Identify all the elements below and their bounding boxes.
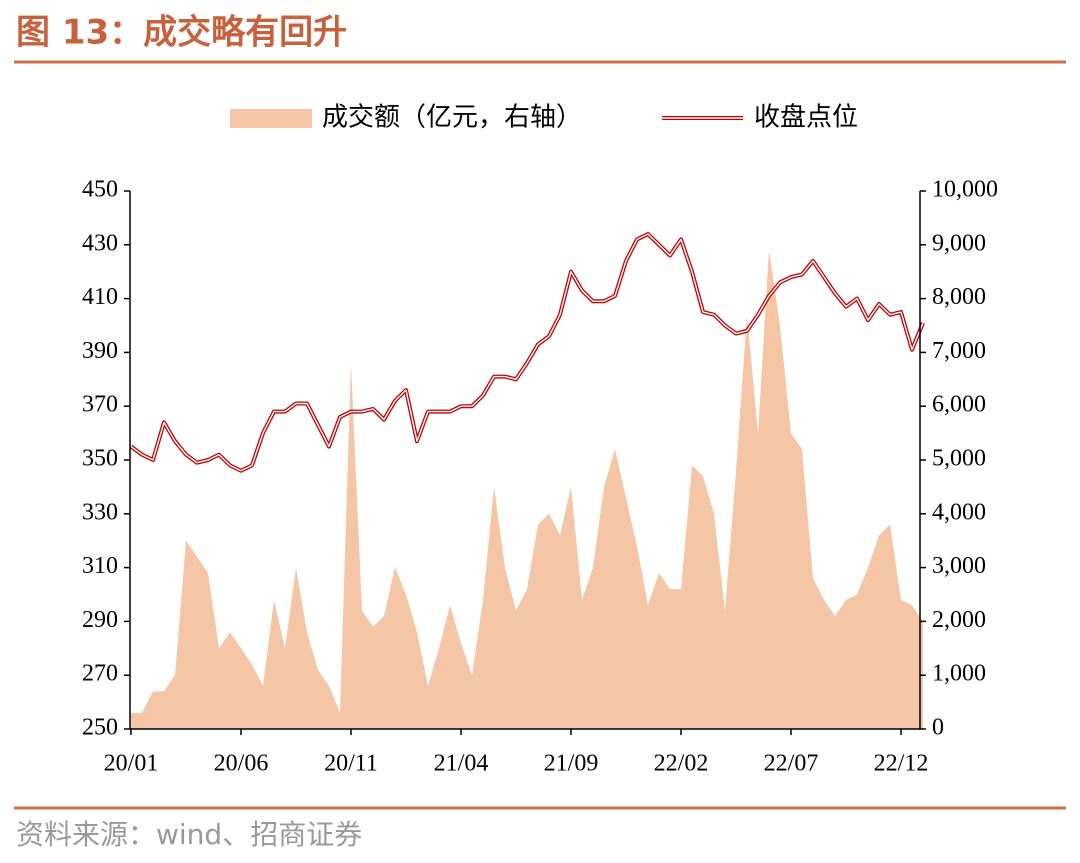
y2-tick-label: 8,000 [932, 284, 986, 310]
y2-tick-label: 2,000 [932, 607, 986, 633]
y2-tick-label: 0 [932, 715, 944, 741]
y2-tick-label: 9,000 [932, 230, 986, 256]
y-tick-label: 450 [82, 177, 118, 203]
index-line [129, 232, 925, 473]
y2-tick-label: 10,000 [932, 177, 998, 203]
source-note: 资料来源：wind、招商证券 [16, 818, 362, 851]
x-tick-label: 22/02 [654, 751, 709, 777]
legend-swatch [230, 109, 312, 128]
x-tick-label: 20/11 [324, 751, 378, 777]
y-tick-label: 310 [82, 553, 118, 579]
y-tick-label: 350 [82, 446, 118, 472]
x-tick-label: 21/09 [544, 751, 599, 777]
y2-tick-label: 6,000 [932, 392, 986, 418]
y-tick-label: 390 [82, 338, 118, 364]
x-tick-label: 21/04 [434, 751, 489, 777]
legend-label: 收盘点位 [754, 103, 858, 133]
y2-tick-label: 7,000 [932, 338, 986, 364]
y2-tick-label: 3,000 [932, 553, 986, 579]
x-tick-label: 22/07 [764, 751, 819, 777]
y-tick-label: 410 [82, 284, 118, 310]
index-line-highlight [130, 233, 924, 472]
y-tick-label: 290 [82, 607, 118, 633]
y-tick-label: 270 [82, 661, 118, 687]
y2-tick-label: 1,000 [932, 661, 986, 687]
x-tick-label: 20/01 [104, 751, 159, 777]
y-tick-label: 370 [82, 392, 118, 418]
y-tick-label: 330 [82, 499, 118, 525]
x-tick-label: 22/12 [874, 751, 929, 777]
y-tick-label: 250 [82, 715, 118, 741]
y2-tick-label: 5,000 [932, 446, 986, 472]
y-tick-label: 430 [82, 230, 118, 256]
legend-label: 成交额（亿元，右轴） [322, 103, 582, 133]
volume-area [131, 250, 923, 729]
y2-tick-label: 4,000 [932, 499, 986, 525]
chart-title: 图 13：成交略有回升 [16, 13, 347, 53]
x-tick-label: 20/06 [214, 751, 269, 777]
